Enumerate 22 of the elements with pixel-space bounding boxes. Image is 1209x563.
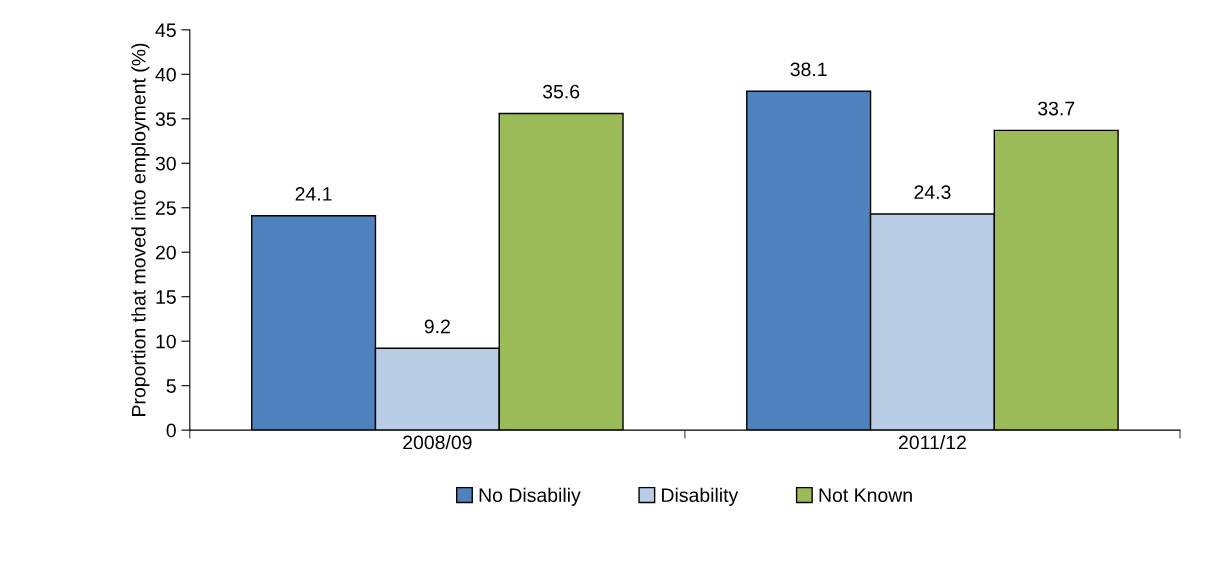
- y-tick-label: 5: [166, 379, 176, 393]
- legend-label: No Disabiliy: [479, 487, 581, 506]
- y-tick-label: 20: [155, 245, 176, 260]
- y-tick-label: 30: [155, 156, 176, 171]
- y-tick-label: 45: [155, 23, 176, 38]
- data-label: 38.1: [790, 62, 827, 77]
- y-axis-title: Proportion that moved into employment (%): [131, 43, 150, 416]
- x-tick-label: 2011/12: [899, 434, 966, 450]
- legend-label: Not Known: [819, 488, 912, 503]
- y-tick-label: 35: [155, 112, 176, 127]
- data-label: 24.1: [295, 187, 332, 201]
- y-tick-label: 0: [166, 423, 176, 438]
- data-label: 24.3: [914, 185, 951, 200]
- data-label: 35.6: [542, 84, 580, 99]
- data-label: 9.2: [424, 319, 450, 334]
- y-tick-label: 15: [156, 290, 176, 304]
- legend-label: Disability: [662, 487, 739, 506]
- y-tick-label: 10: [156, 334, 176, 349]
- y-tick-label: 25: [155, 201, 176, 215]
- x-tick-label: 2008/09: [403, 434, 472, 450]
- y-tick-label: 40: [155, 67, 176, 82]
- data-label: 33.7: [1038, 101, 1075, 116]
